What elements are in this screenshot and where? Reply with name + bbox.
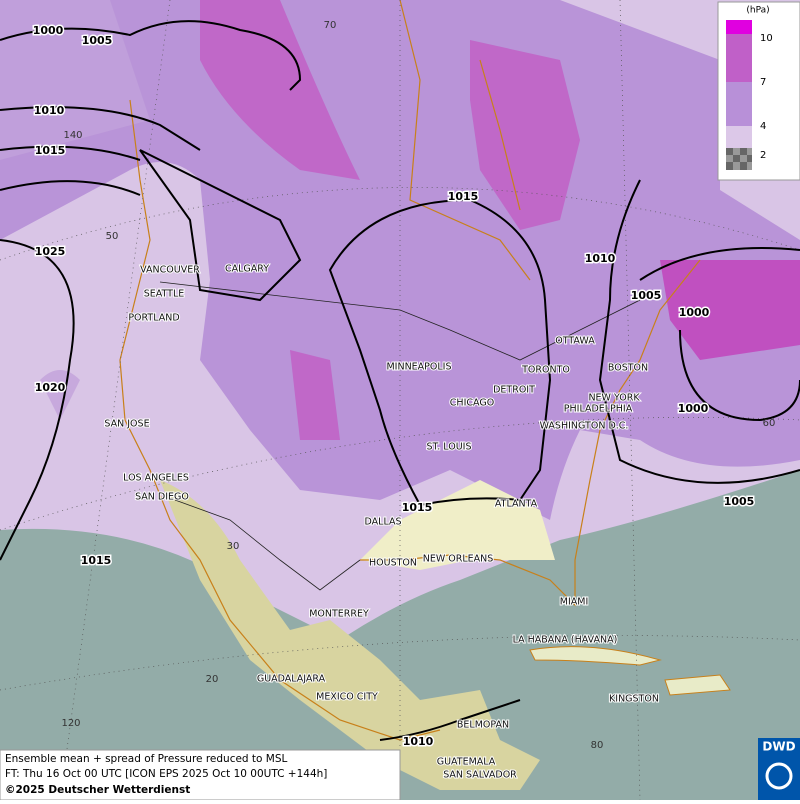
isobar <box>0 145 141 161</box>
city-label: HOUSTON <box>369 558 417 569</box>
isobar-label: 1000 <box>33 24 64 37</box>
graticule-label: 70 <box>324 20 337 31</box>
city-label: SAN DIEGO <box>135 492 189 503</box>
isobar-label: 1015 <box>402 501 433 514</box>
isobar <box>679 329 800 422</box>
coastline <box>119 0 701 741</box>
graticule-label: 60 <box>763 418 776 429</box>
isobar-label: 1025 <box>35 245 66 258</box>
isobar <box>0 20 302 91</box>
map-labels: 1000100510101015102510201015101510101005… <box>31 20 776 782</box>
city-label: PHILADELPHIA <box>564 404 633 415</box>
logo-box <box>758 738 800 800</box>
city-label: DETROIT <box>493 385 535 396</box>
isobar <box>379 699 521 741</box>
footer-line: ©2025 Deutscher Wetterdienst <box>5 784 190 796</box>
high-spread-area <box>470 40 580 230</box>
city-label: KINGSTON <box>609 694 659 705</box>
isobar <box>328 198 552 507</box>
graticule-label: 140 <box>63 130 82 141</box>
city-label: NEW YORK <box>588 393 640 404</box>
isobar-label: 1000 <box>678 402 709 415</box>
city-label: VANCOUVER <box>140 265 200 276</box>
footer-line: Ensemble mean + spread of Pressure reduc… <box>5 753 288 765</box>
legend-swatch <box>726 82 752 126</box>
graticule-label: 30 <box>227 541 240 552</box>
graticule-label: 20 <box>206 674 219 685</box>
isobar-label: 1015 <box>35 144 66 157</box>
land-mexico <box>160 480 540 790</box>
high-spread-area <box>290 350 340 440</box>
city-label: WASHINGTON D.C. <box>540 421 629 432</box>
logo-swirl <box>765 762 793 790</box>
isobar-label: 1010 <box>403 735 434 748</box>
isobar <box>0 106 201 151</box>
graticule-label: 120 <box>61 718 80 729</box>
isobar-label: 1000 <box>679 306 710 319</box>
isobar-label: 1010 <box>585 252 616 265</box>
city-label: BELMOPAN <box>457 720 509 731</box>
isobar-label: 1005 <box>724 495 755 508</box>
footer-line: FT: Thu 16 Oct 00 UTC [ICON EPS 2025 Oct… <box>5 768 327 780</box>
isobars <box>0 20 800 741</box>
isobar <box>139 149 302 302</box>
isobar-label: 1015 <box>81 554 112 567</box>
legend-level: 4 <box>760 121 766 132</box>
city-label: GUATEMALA <box>437 757 496 768</box>
isobar-label: 1005 <box>631 289 662 302</box>
city-label: LA HABANA (HAVANA) <box>513 635 618 646</box>
city-label: SAN SALVADOR <box>443 770 517 781</box>
legend-level: 10 <box>760 33 773 44</box>
isobar <box>598 179 800 484</box>
city-label: GUADALAJARA <box>257 674 326 685</box>
city-label: PORTLAND <box>128 313 179 324</box>
legend-unit: (hPa) <box>746 6 769 16</box>
land-caribbean <box>529 646 731 696</box>
graticule-label: 80 <box>591 740 604 751</box>
city-label: SAN JOSE <box>104 419 149 430</box>
isobar-label: 1020 <box>35 381 66 394</box>
city-label: NEW ORLEANS <box>423 554 494 565</box>
isobar <box>0 239 75 561</box>
isobar-label: 1010 <box>34 104 65 117</box>
legend-level: 2 <box>760 150 766 161</box>
isobar-label: 1015 <box>448 190 479 203</box>
city-label: SEATTLE <box>144 289 185 300</box>
city-label: MEXICO CITY <box>316 692 378 703</box>
medium-spread-area <box>40 370 80 420</box>
graticule-label: 50 <box>106 231 119 242</box>
legend-swatch <box>726 34 752 82</box>
logo: DWD <box>762 740 795 754</box>
city-label: CHICAGO <box>450 398 494 409</box>
land-gulf-coast <box>360 480 555 570</box>
legend <box>717 1 800 181</box>
city-label: MINNEAPOLIS <box>386 362 451 373</box>
city-label: CALGARY <box>225 264 269 275</box>
legend-swatch <box>726 20 752 34</box>
isobar-label: 1005 <box>82 34 113 47</box>
city-label: OTTAWA <box>555 336 595 347</box>
city-label: ST. LOUIS <box>427 442 472 453</box>
city-label: DALLAS <box>365 517 402 528</box>
high-spread-area <box>660 260 800 360</box>
medium-spread-area <box>0 0 150 160</box>
high-spread-area <box>200 0 360 180</box>
city-label: ATLANTA <box>495 499 538 510</box>
city-label: LOS ANGELES <box>123 473 189 484</box>
isobar <box>639 247 800 281</box>
isobar <box>0 180 141 196</box>
city-label: MIAMI <box>560 597 589 608</box>
city-label: BOSTON <box>608 363 648 374</box>
legend-swatch <box>726 126 752 148</box>
city-label: TORONTO <box>521 365 570 376</box>
city-label: MONTERREY <box>309 609 369 620</box>
legend-level: 7 <box>760 77 766 88</box>
